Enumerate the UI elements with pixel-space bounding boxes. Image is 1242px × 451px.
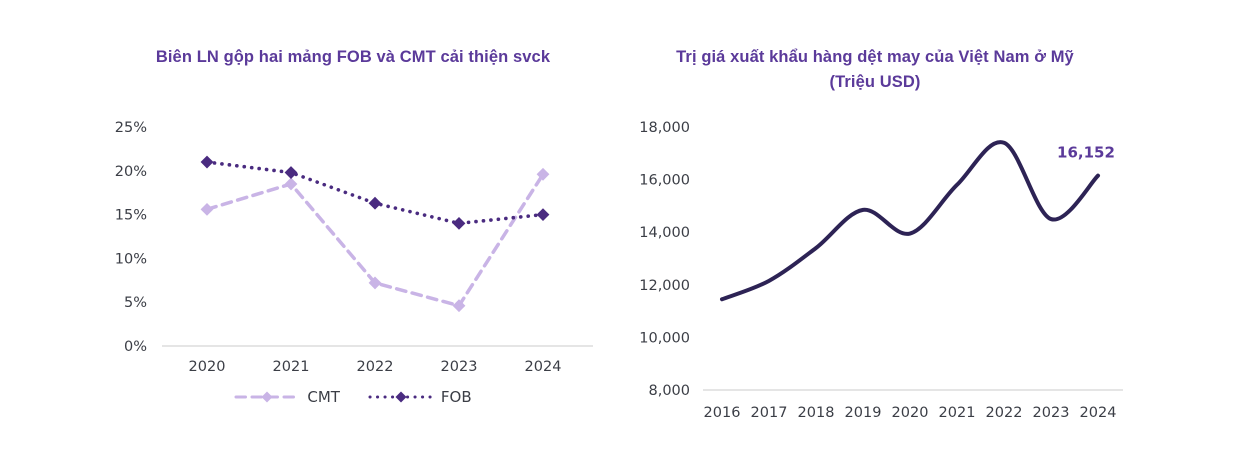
margin-chart-title: Biên LN gộp hai mảng FOB và CMT cải thiệ… — [155, 48, 551, 66]
legend-label-fob: FOB — [440, 388, 472, 406]
fob-marker — [536, 208, 550, 221]
x-axis-tick-label: 2020 — [189, 359, 226, 375]
fob-dotted-line-swatch-icon — [368, 391, 434, 403]
export-chart-subtitle: (Triệu USD) — [829, 73, 921, 91]
y-axis-tick-label: 10,000 — [639, 330, 690, 346]
margin-chart-panel: Biên LN gộp hai mảng FOB và CMT cải thiệ… — [98, 48, 608, 433]
y-axis-tick-label: 10% — [115, 251, 147, 267]
x-axis-tick-label: 2024 — [525, 359, 562, 375]
export-value-series-line — [720, 140, 1100, 302]
x-axis-tick-label: 2016 — [704, 405, 741, 421]
x-axis-tick-label: 2021 — [273, 359, 310, 375]
cmt-marker — [368, 276, 382, 290]
cmt-fob-line-chart: 0% 5% 10% 15% 20% 25% 2020 2021 2022 2023 2024 — [115, 120, 593, 375]
y-axis-tick-label: 12,000 — [639, 278, 690, 294]
y-axis-tick-label: 0% — [124, 339, 147, 355]
x-axis-tick-label: 2020 — [892, 405, 929, 421]
x-axis-tick-label: 2024 — [1080, 405, 1117, 421]
fob-marker — [200, 155, 214, 169]
export-value-line-chart: 8,000 10,000 12,000 14,000 16,000 18,000 2016 2… — [639, 120, 1123, 421]
legend-label-cmt: CMT — [307, 388, 340, 406]
legend-item-fob: FOB — [368, 388, 472, 406]
chart-legend: CMT FOB — [98, 388, 608, 406]
x-axis-tick-label: 2019 — [845, 405, 882, 421]
y-axis-tick-label: 14,000 — [639, 225, 690, 241]
cmt-marker — [200, 202, 214, 216]
cmt-marker — [536, 167, 550, 181]
legend-swatch-marker — [395, 391, 407, 403]
fob-marker — [368, 196, 382, 210]
cmt-marker — [284, 177, 298, 191]
x-axis-tick-label: 2023 — [1033, 405, 1070, 421]
y-axis-tick-label: 15% — [115, 208, 147, 224]
y-axis-tick-label: 16,000 — [639, 173, 690, 189]
y-axis-tick-label: 8,000 — [648, 383, 690, 399]
fob-marker — [284, 166, 298, 179]
export-value-chart-panel: Trị giá xuất khẩu hàng dệt may của Việt … — [618, 48, 1132, 433]
x-axis-tick-label: 2018 — [798, 405, 835, 421]
y-axis-tick-label: 20% — [115, 164, 147, 180]
legend-swatch-marker — [261, 391, 273, 403]
cmt-dashed-line-swatch-icon — [234, 391, 300, 403]
fob-marker — [452, 216, 466, 230]
x-axis-tick-label: 2023 — [441, 359, 478, 375]
legend-item-cmt: CMT — [234, 388, 340, 406]
x-axis-tick-label: 2021 — [939, 405, 976, 421]
y-axis-tick-label: 5% — [124, 295, 147, 311]
export-chart-title: Trị giá xuất khẩu hàng dệt may của Việt … — [676, 48, 1074, 66]
x-axis-tick-label: 2022 — [986, 405, 1023, 421]
x-axis-tick-label: 2022 — [357, 359, 394, 375]
x-axis-tick-label: 2017 — [751, 405, 788, 421]
y-axis-tick-label: 18,000 — [639, 120, 690, 136]
y-axis-tick-label: 25% — [115, 120, 147, 136]
data-point-annotation: 16,152 — [1057, 144, 1115, 162]
cmt-marker — [452, 299, 466, 313]
